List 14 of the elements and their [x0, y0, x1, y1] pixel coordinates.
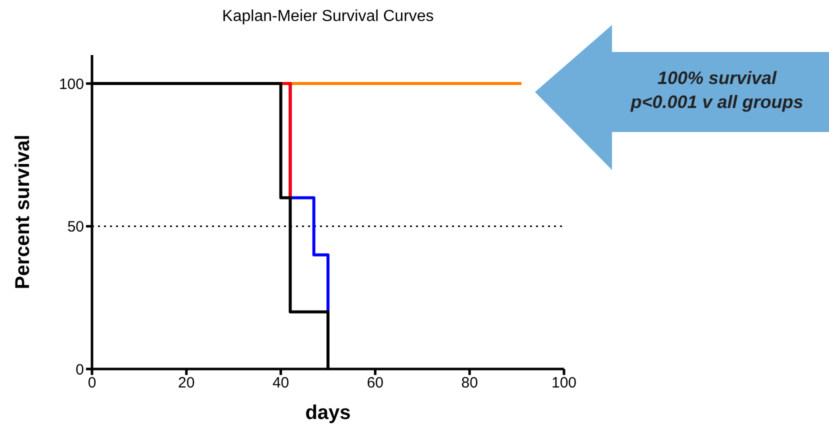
- x-tick-label: 0: [88, 374, 96, 392]
- x-tick-label: 100: [551, 374, 577, 392]
- x-axis-title: days: [305, 402, 351, 424]
- chart-title: Kaplan-Meier Survival Curves: [221, 8, 435, 26]
- x-tick-label: 80: [461, 374, 478, 392]
- y-axis-title: Percent survival: [12, 134, 34, 290]
- x-tick-label: 60: [366, 374, 384, 392]
- y-tick-label: 50: [67, 218, 84, 236]
- x-tick-label: 40: [272, 374, 290, 392]
- y-tick-label: 0: [76, 361, 84, 378]
- text: p<0.001 v all groups: [630, 91, 804, 114]
- x-tick-label: 20: [178, 374, 195, 392]
- y-tick-label: 100: [58, 76, 84, 93]
- text: 100% survival: [656, 67, 778, 90]
